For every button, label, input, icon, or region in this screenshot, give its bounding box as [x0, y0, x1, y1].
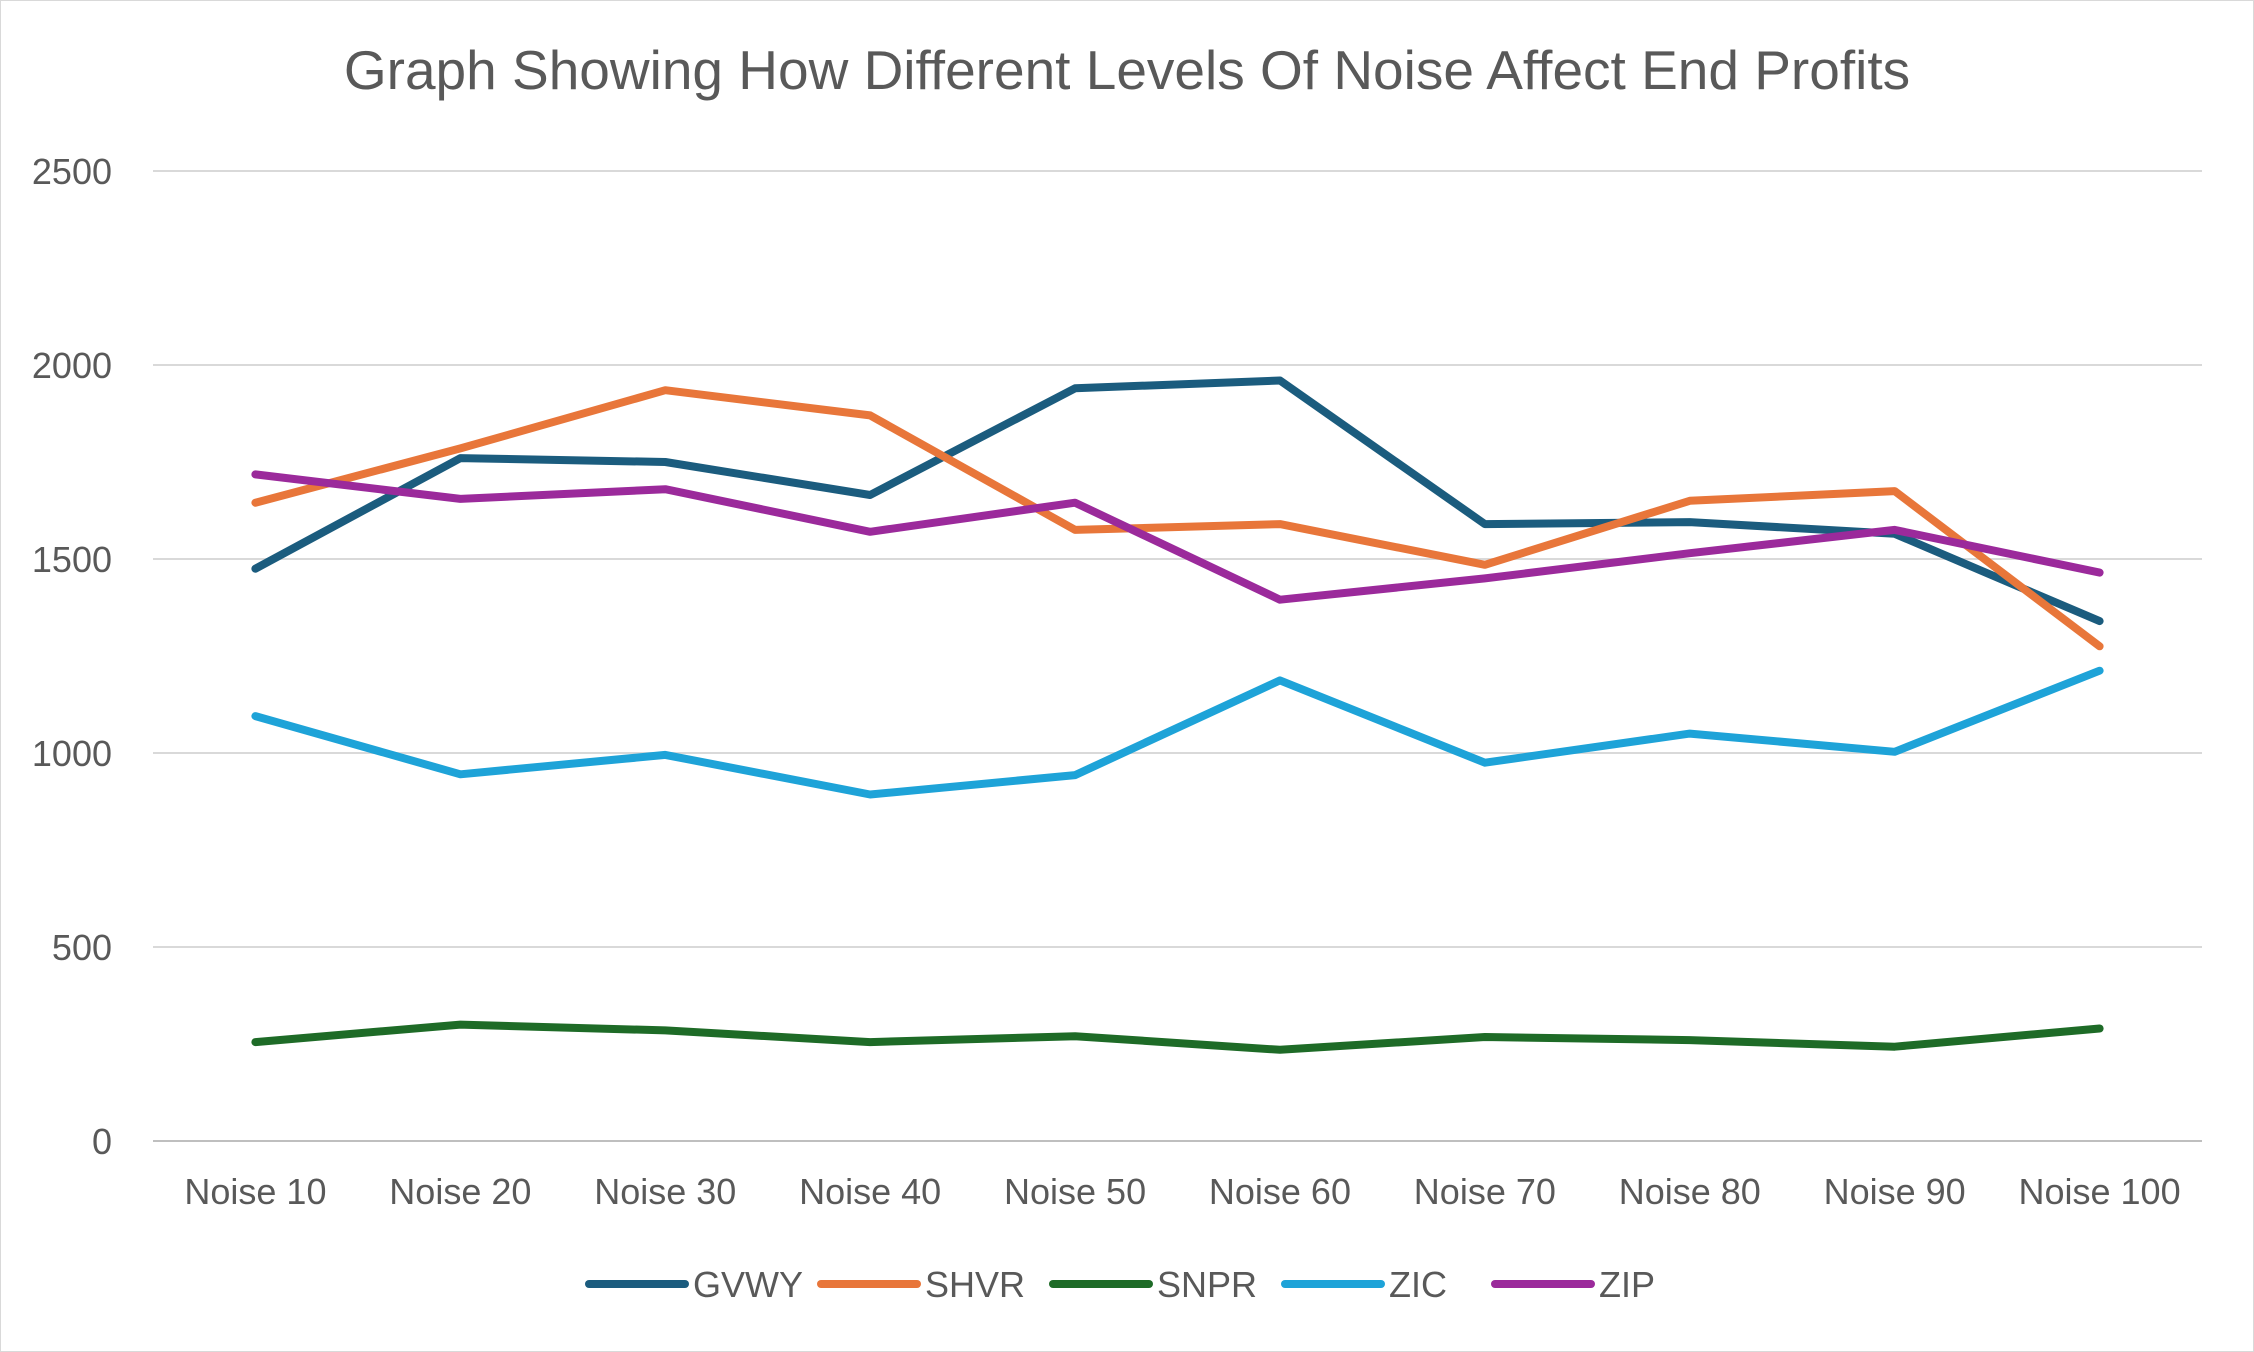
x-tick-label: Noise 20 — [389, 1171, 531, 1212]
x-tick-label: Noise 10 — [184, 1171, 326, 1212]
legend-label-gvwy: GVWY — [693, 1264, 803, 1305]
x-tick-label: Noise 70 — [1414, 1171, 1556, 1212]
x-tick-label: Noise 30 — [594, 1171, 736, 1212]
legend-label-zic: ZIC — [1389, 1264, 1447, 1305]
x-tick-label: Noise 40 — [799, 1171, 941, 1212]
legend-label-shvr: SHVR — [925, 1264, 1025, 1305]
x-tick-label: Noise 90 — [1824, 1171, 1966, 1212]
x-axis-tick-labels: Noise 10 Noise 20 Noise 30 Noise 40 Noise 50… — [184, 1171, 2180, 1212]
y-tick-label: 1000 — [32, 733, 112, 774]
y-tick-label: 500 — [52, 927, 112, 968]
series-line-gvwy — [251, 376, 2104, 626]
series-line-snpr — [251, 1020, 2104, 1054]
grid-lines — [153, 170, 2202, 1142]
chart-title: Graph Showing How Different Levels Of No… — [343, 39, 1911, 101]
series-line-zic — [251, 666, 2104, 799]
legend: GVWY SHVR SNPR ZIC ZIP — [585, 1264, 1655, 1305]
series-lines — [251, 376, 2104, 1054]
y-tick-label: 0 — [92, 1121, 112, 1162]
y-tick-label: 1500 — [32, 539, 112, 580]
x-tick-label: Noise 100 — [2018, 1171, 2180, 1212]
legend-label-snpr: SNPR — [1157, 1264, 1257, 1305]
x-tick-label: Noise 50 — [1004, 1171, 1146, 1212]
series-line-shvr — [251, 386, 2104, 651]
series-line-zip — [251, 470, 2104, 604]
y-tick-label: 2500 — [32, 151, 112, 192]
y-tick-label: 2000 — [32, 345, 112, 386]
x-tick-label: Noise 80 — [1619, 1171, 1761, 1212]
legend-label-zip: ZIP — [1599, 1264, 1655, 1305]
x-tick-label: Noise 60 — [1209, 1171, 1351, 1212]
y-axis-tick-labels: 0 500 1000 1500 2000 2500 — [32, 151, 112, 1162]
